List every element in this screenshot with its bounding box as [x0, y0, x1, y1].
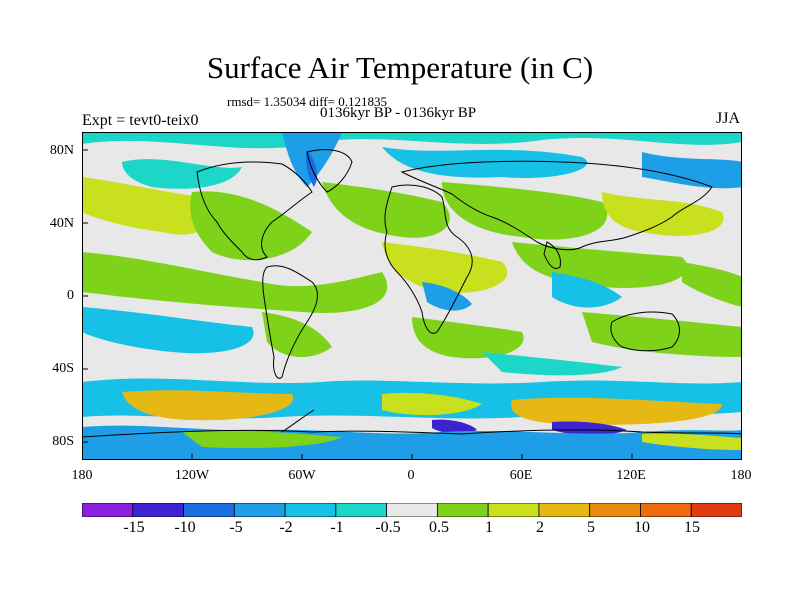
colorbar-label: -5: [229, 519, 243, 536]
colorbar-label: 1: [485, 519, 493, 536]
colorbar-swatch: [640, 503, 692, 517]
colorbar-label: -15: [123, 519, 145, 536]
x-tick-label: 60E: [509, 468, 533, 483]
colorbar-swatch: [690, 503, 742, 517]
y-tick-label: 80S: [52, 434, 74, 449]
colorbar-swatch: [335, 503, 388, 517]
experiment-label: Expt = tevt0-teix0: [82, 112, 199, 129]
anomaly-fields: [82, 132, 742, 460]
y-tick-label: 40S: [52, 361, 74, 376]
colorbar-swatch: [82, 503, 134, 517]
colorbar-swatch: [284, 503, 337, 517]
y-tick-label: 40N: [49, 216, 74, 231]
colorbar-label: 15: [684, 519, 700, 536]
figure-title: Surface Air Temperature (in C): [206, 50, 594, 85]
colorbar-label: 10: [634, 519, 650, 536]
colorbar-swatch: [386, 503, 438, 517]
colorbar-label: -2: [279, 519, 293, 536]
colorbar-swatch: [436, 503, 489, 517]
x-tick-label: 180: [71, 468, 93, 483]
colorbar-swatch: [487, 503, 540, 517]
colorbar-swatch: [183, 503, 235, 517]
x-tick-label: 120E: [616, 468, 646, 483]
coastlines: [82, 149, 742, 438]
x-tick-label: 120W: [174, 468, 210, 483]
colorbar-label: -1: [330, 519, 344, 536]
colorbar-swatch: [538, 503, 591, 517]
colorbar: [82, 503, 742, 517]
x-tick-label: 60W: [288, 468, 316, 483]
colorbar-swatch: [233, 503, 286, 517]
colorbar-swatch: [132, 503, 184, 517]
colorbar-label: 5: [587, 519, 595, 536]
colorbar-label: -0.5: [375, 519, 401, 536]
colorbar-label: 2: [536, 519, 544, 536]
y-tick-label: 80N: [49, 143, 74, 158]
x-tick-label: 0: [407, 468, 415, 483]
stats-line: rmsd= 1.35034 diff= 0.121835: [227, 94, 387, 109]
y-tick-label: 0: [67, 288, 74, 303]
season-label: JJA: [716, 110, 741, 127]
colorbar-label: 0.5: [429, 519, 449, 536]
period-line: 0136kyr BP - 0136kyr BP: [320, 105, 477, 121]
temperature-map: [82, 132, 742, 460]
colorbar-swatch: [589, 503, 641, 517]
tick-marks: [82, 149, 633, 460]
colorbar-label: -10: [174, 519, 196, 536]
x-tick-label: 180: [730, 468, 752, 483]
